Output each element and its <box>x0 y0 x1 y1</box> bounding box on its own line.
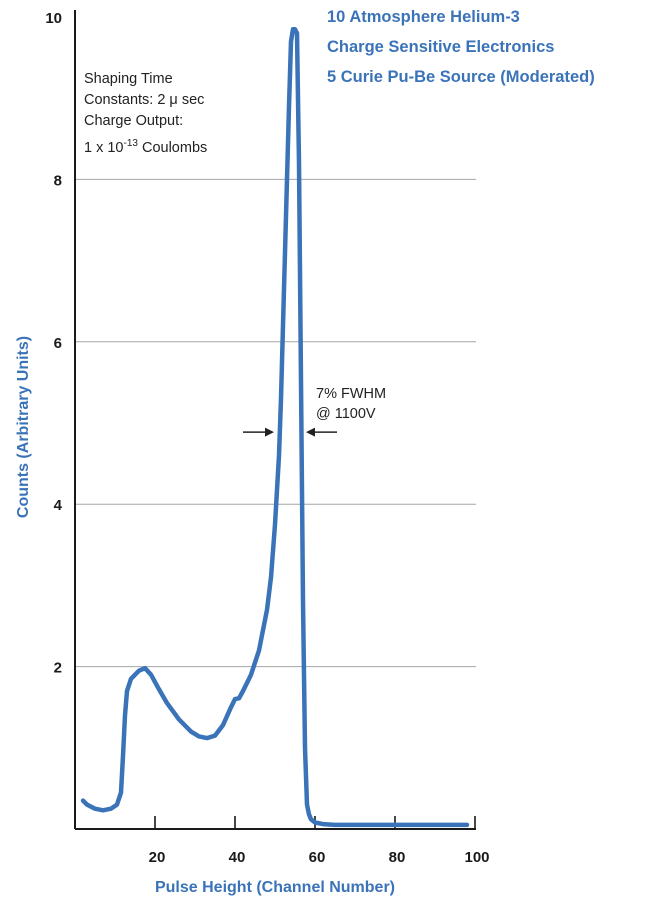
title-line-1: 10 Atmosphere Helium-3 <box>327 8 520 26</box>
x-tick-label-20: 20 <box>149 849 166 866</box>
fwhm-label-line-2: @ 1100V <box>316 406 376 422</box>
y-tick-label-8: 8 <box>54 172 62 189</box>
shaping-note-line-1: Shaping Time <box>84 71 173 87</box>
series-layer <box>80 26 470 828</box>
y-tick-label-2: 2 <box>54 660 62 677</box>
x-tick-label-60: 60 <box>309 849 326 866</box>
fwhm-arrowhead-left <box>265 427 274 437</box>
x-tick-label-80: 80 <box>389 849 406 866</box>
axes <box>74 10 476 830</box>
y-tick-label-6: 6 <box>54 335 62 352</box>
fwhm-arrowhead-right <box>306 427 315 437</box>
charge-output-value: 1 x 10-13 Coulombs <box>84 138 207 156</box>
y-tick-label-4: 4 <box>54 497 63 514</box>
y-tick-label-10: 10 <box>45 10 62 27</box>
title-line-3: 5 Curie Pu-Be Source (Moderated) <box>327 68 595 86</box>
annotations: Shaping Time Constants: 2 μ sec Charge Out… <box>84 71 386 437</box>
series-line <box>80 26 470 828</box>
y-axis-label: Counts (Arbitrary Units) <box>15 336 32 518</box>
x-tick-label-40: 40 <box>229 849 246 866</box>
tick-labels: 2 4 6 8 10 20 40 60 80 100 <box>45 10 489 866</box>
shaping-note-line-3: Charge Output: <box>84 113 183 129</box>
chart-title: 10 Atmosphere Helium-3 Charge Sensitive E… <box>327 8 595 86</box>
x-axis-label: Pulse Height (Channel Number) <box>155 879 395 896</box>
title-line-2: Charge Sensitive Electronics <box>327 38 554 56</box>
x-tick-label-100: 100 <box>464 849 489 866</box>
shaping-note-line-2: Constants: 2 μ sec <box>84 92 204 108</box>
fwhm-label-line-1: 7% FWHM <box>316 386 386 402</box>
gridlines <box>75 178 476 668</box>
